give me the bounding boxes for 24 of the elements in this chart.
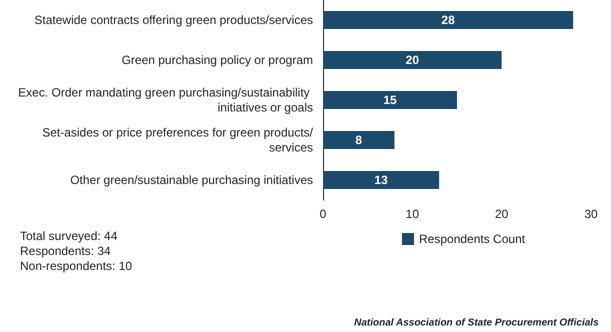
bar: [323, 51, 502, 69]
bar: [323, 171, 440, 189]
y-tick-label: Statewide contracts offering green products/services: [34, 13, 313, 27]
data-label: 13: [374, 173, 388, 187]
text: Total surveyed: 44: [20, 229, 118, 243]
y-tick-label: Green purchasing policy or program: [122, 53, 313, 67]
data-label: 28: [441, 13, 456, 27]
data-label: 15: [383, 93, 397, 107]
y-tick-label: Set-asides or price preferences for green products/services: [42, 126, 314, 154]
y-tick-label: Exec. Order mandating green purchasing/sustainability initiatives or goals: [18, 86, 313, 114]
x-tick-label: 20: [494, 207, 509, 221]
x-tick-label: 30: [584, 207, 598, 221]
text: Respondents: 34: [20, 244, 112, 258]
text: Non-respondents: 10: [20, 259, 132, 273]
bar: [323, 91, 457, 109]
x-tick-label: 0: [320, 207, 327, 221]
bar: [323, 131, 394, 149]
x-tick-label: 10: [406, 207, 420, 221]
data-label: 8: [355, 133, 362, 147]
bar: [323, 11, 574, 29]
y-tick-label: Other green/sustainable purchasing initiatives: [70, 173, 313, 187]
text: National Association of State Procurement Officials: [354, 318, 600, 328]
data-label: 20: [406, 53, 420, 67]
legend-label: Respondents Count: [419, 232, 526, 246]
